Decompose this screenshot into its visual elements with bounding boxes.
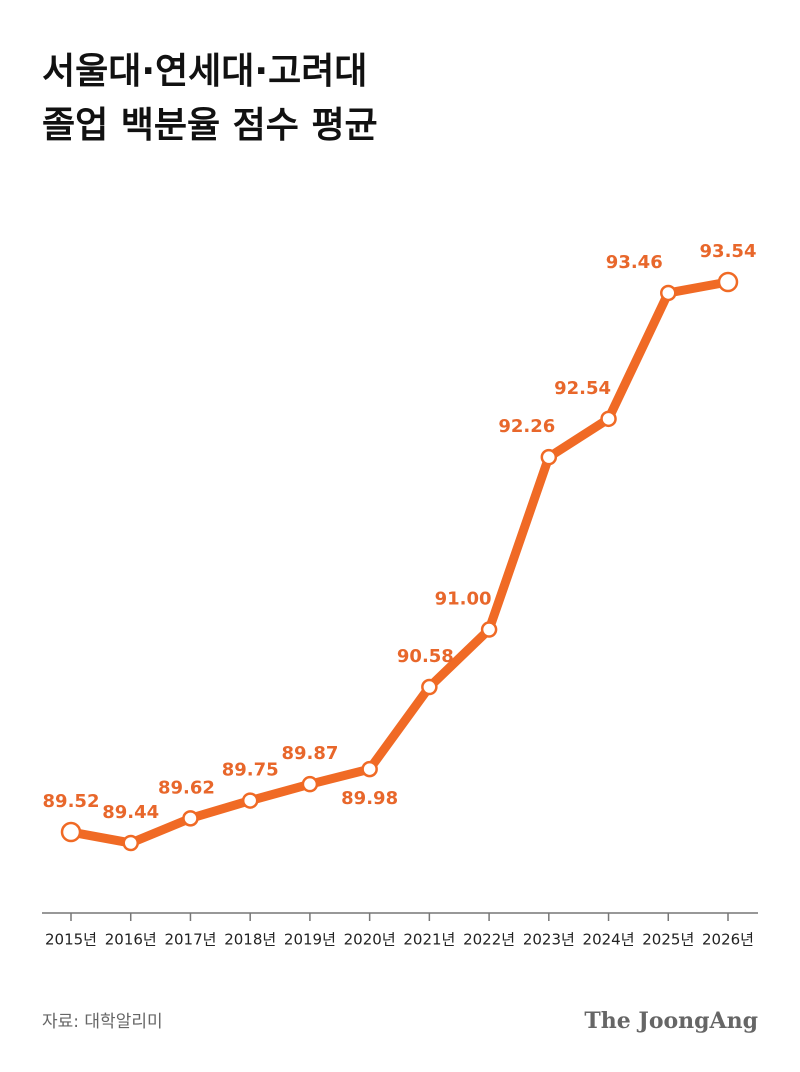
value-label: 92.26	[498, 416, 555, 437]
data-point	[540, 448, 558, 466]
x-tick-label: 2020년	[344, 931, 396, 949]
value-label: 89.87	[281, 743, 338, 764]
x-tick-label: 2021년	[403, 931, 455, 949]
x-tick-label: 2016년	[105, 931, 157, 949]
data-point	[660, 284, 677, 302]
x-tick-label: 2018년	[224, 931, 276, 949]
data-point	[600, 410, 617, 428]
data-point	[60, 821, 82, 843]
value-label: 90.58	[397, 646, 454, 667]
value-label: 92.54	[554, 378, 611, 399]
x-tick-label: 2022년	[463, 931, 515, 949]
value-label: 89.62	[158, 777, 215, 798]
brand: The JoongAng	[584, 1008, 758, 1034]
x-tick-label: 2017년	[164, 931, 216, 949]
data-point	[717, 271, 739, 293]
data-point	[301, 775, 319, 793]
value-label: 91.00	[435, 589, 492, 610]
value-label: 89.52	[43, 791, 100, 812]
x-tick-label: 2019년	[284, 931, 336, 949]
data-point	[122, 834, 139, 852]
x-tick-label: 2026년	[702, 931, 754, 949]
data-point	[182, 810, 199, 827]
x-tick-label: 2024년	[583, 931, 635, 949]
data-line	[70, 277, 729, 848]
chart-title: 졸업 백분율 점수 평균	[42, 105, 378, 146]
data-point	[421, 678, 438, 696]
value-label: 89.75	[222, 760, 279, 781]
chart-title: 서울대·연세대·고려대	[42, 51, 367, 92]
value-label: 89.44	[102, 802, 159, 823]
source: 자료: 대학알리미	[42, 1012, 163, 1032]
value-label: 93.46	[606, 252, 663, 273]
x-tick-label: 2015년	[45, 931, 97, 949]
value-label: 89.98	[341, 788, 398, 809]
x-tick-label: 2023년	[523, 931, 575, 949]
value-label: 93.54	[700, 241, 757, 262]
data-point	[241, 792, 259, 809]
x-tick-label: 2025년	[642, 931, 694, 949]
data-point	[361, 760, 378, 778]
data-point	[480, 621, 498, 638]
